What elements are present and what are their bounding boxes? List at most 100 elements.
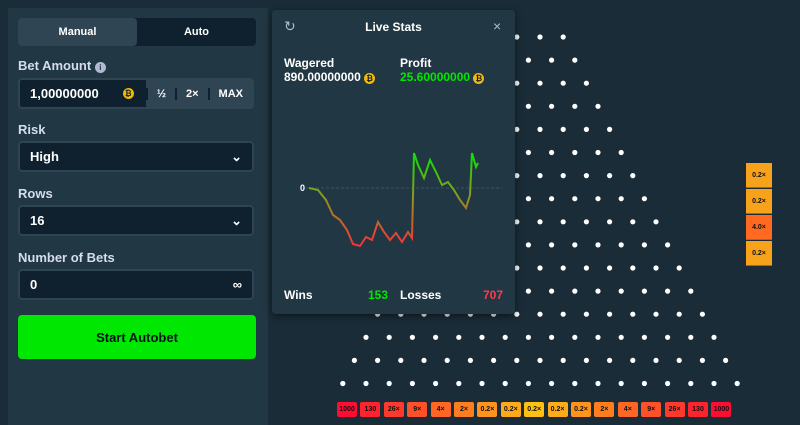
peg	[641, 380, 648, 387]
peg	[572, 196, 578, 202]
coin-icon: ₿	[473, 73, 485, 84]
peg	[386, 334, 392, 340]
stat-value: 890.00000000	[284, 70, 361, 84]
peg	[537, 173, 543, 179]
peg	[525, 196, 532, 202]
peg	[583, 265, 590, 271]
multiplier: 9×	[641, 402, 662, 417]
peg	[467, 357, 473, 363]
rows-select[interactable]: 16 ⌄	[18, 205, 254, 236]
peg	[549, 380, 555, 387]
bet-input[interactable]: 1,00000000 ₿ ½ 2× MAX	[18, 78, 254, 109]
bets-input[interactable]: 0 ∞	[18, 269, 254, 300]
peg	[630, 173, 636, 179]
peg	[491, 357, 497, 363]
label-text: Bet Amount	[18, 58, 92, 73]
risk-select[interactable]: High ⌄	[18, 141, 254, 172]
peg	[549, 334, 555, 340]
tab[interactable]: Auto	[183, 26, 210, 38]
info-icon[interactable]: i	[94, 62, 106, 73]
peg	[618, 149, 624, 156]
peg	[630, 219, 636, 225]
peg	[665, 288, 671, 294]
peg	[676, 311, 682, 317]
peg	[525, 242, 532, 248]
peg	[479, 380, 485, 387]
input-value: 0	[30, 277, 38, 292]
peg	[386, 380, 392, 387]
tab[interactable]: Manual	[18, 18, 137, 46]
peg	[665, 242, 671, 248]
peg	[514, 265, 520, 271]
recent-result: 0.2×	[746, 163, 772, 188]
peg	[537, 126, 543, 132]
peg	[607, 173, 613, 179]
peg	[595, 103, 601, 109]
multiplier: 4×	[617, 402, 638, 417]
peg	[618, 242, 624, 248]
peg	[607, 126, 613, 132]
peg	[537, 80, 543, 86]
peg	[583, 357, 590, 363]
peg	[537, 265, 543, 271]
peg	[525, 380, 532, 387]
peg	[688, 288, 694, 294]
multiplier: 0.2×	[547, 402, 568, 417]
label: Rows	[18, 186, 53, 201]
refresh-icon[interactable]: ↻	[284, 18, 296, 34]
peg	[560, 265, 566, 271]
peg	[653, 357, 659, 363]
multiplier: 9×	[407, 402, 428, 417]
peg	[572, 242, 578, 248]
profit-line	[308, 152, 479, 248]
peg	[409, 334, 415, 340]
double-button[interactable]: 2×	[175, 87, 208, 100]
peg	[549, 57, 555, 63]
half-button[interactable]: ½	[145, 87, 175, 100]
peg	[688, 380, 694, 387]
peg	[560, 80, 566, 86]
peg	[618, 380, 624, 387]
peg	[723, 357, 729, 363]
peg	[502, 334, 508, 340]
peg	[363, 334, 369, 340]
peg	[560, 311, 566, 317]
peg	[583, 219, 590, 225]
coin-icon: ₿	[364, 73, 376, 84]
recent-result: 0.2×	[746, 189, 772, 214]
stat-label: Losses	[400, 288, 442, 302]
max-button[interactable]: MAX	[207, 87, 252, 100]
peg	[537, 34, 543, 40]
peg	[560, 126, 566, 132]
peg	[699, 357, 706, 363]
peg	[676, 357, 682, 363]
peg	[514, 126, 520, 132]
peg	[572, 57, 578, 63]
chevron: ⌄	[231, 148, 242, 164]
peg	[398, 357, 404, 363]
stat-label: Wagered	[284, 56, 335, 70]
peg	[699, 311, 706, 317]
peg	[595, 380, 601, 387]
peg	[641, 334, 648, 340]
peg	[549, 196, 555, 202]
start-button[interactable]: Start Autobet	[18, 315, 256, 359]
multiplier: 0.2×	[500, 402, 521, 417]
peg	[537, 311, 543, 317]
peg	[525, 57, 532, 63]
profit-value: 25.60000000 ₿	[400, 70, 485, 84]
peg	[560, 34, 566, 40]
multiplier: 2×	[594, 402, 615, 417]
peg	[595, 334, 601, 340]
peg	[525, 288, 532, 294]
stats-title: Live Stats	[365, 20, 422, 34]
peg	[549, 149, 555, 156]
wins-value: 153	[368, 288, 389, 302]
peg	[665, 380, 671, 387]
multiplier: 130	[688, 402, 708, 417]
peg	[433, 380, 439, 387]
peg	[421, 357, 427, 363]
close-icon[interactable]: ×	[493, 18, 502, 34]
peg	[711, 334, 717, 340]
bet-buttons: ½ 2× MAX	[145, 80, 252, 107]
